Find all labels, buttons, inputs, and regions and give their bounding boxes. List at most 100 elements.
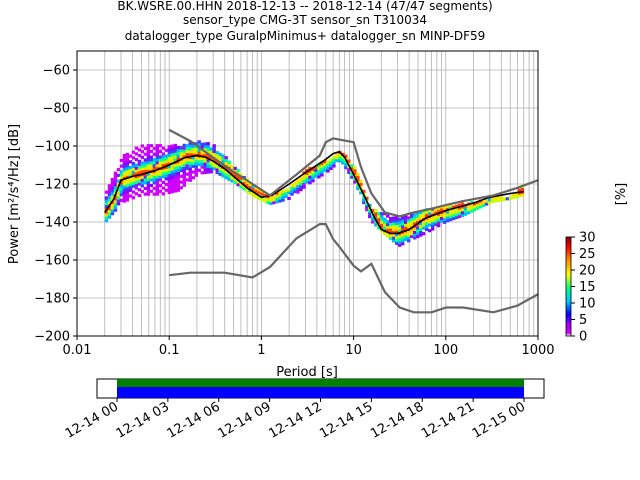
heatmap-cell bbox=[188, 164, 192, 168]
colorbar-tick-label: 20 bbox=[579, 264, 596, 279]
heatmap-cell bbox=[173, 149, 177, 153]
heatmap-cell bbox=[230, 176, 234, 180]
heatmap-cell bbox=[448, 215, 453, 219]
heatmap-cell bbox=[128, 168, 133, 172]
heatmap-cell bbox=[179, 160, 183, 164]
heatmap-cell bbox=[239, 182, 243, 186]
heatmap-cell bbox=[344, 160, 348, 164]
plot-area: 0.01 0.1 1 10 100 1000 −60 −80 −100 −120 −140 −160… bbox=[34, 50, 555, 358]
heatmap-cell bbox=[514, 192, 519, 196]
heatmap-cell bbox=[418, 233, 423, 237]
heatmap-cell bbox=[146, 146, 151, 151]
heatmap-cell bbox=[125, 155, 130, 159]
heatmap-cell bbox=[404, 223, 408, 227]
heatmap-cell bbox=[188, 141, 192, 145]
heatmap-cell bbox=[200, 145, 204, 149]
heatmap-cell bbox=[389, 228, 393, 232]
heatmap-cell bbox=[125, 184, 130, 188]
heatmap-cell bbox=[143, 192, 148, 196]
heatmap-cell bbox=[209, 153, 213, 157]
heatmap-cell bbox=[353, 177, 357, 181]
heatmap-cell bbox=[155, 192, 160, 196]
heatmap-cell bbox=[170, 147, 174, 151]
heatmap-cell bbox=[164, 174, 169, 178]
heatmap-cell bbox=[463, 206, 468, 210]
colorbar-tick-label: 15 bbox=[579, 280, 596, 295]
heatmap-cell bbox=[386, 234, 390, 238]
heatmap-cell bbox=[233, 169, 237, 173]
heatmap-cell bbox=[170, 170, 174, 174]
heatmap-cell bbox=[392, 239, 396, 243]
heatmap-cell bbox=[113, 202, 118, 207]
heatmap-cell bbox=[308, 166, 312, 171]
heatmap-cell bbox=[176, 174, 180, 178]
heatmap-cell bbox=[200, 156, 204, 161]
heatmap-cell bbox=[311, 167, 315, 171]
heatmap-cell bbox=[415, 229, 420, 233]
heatmap-cell bbox=[200, 162, 204, 166]
heatmap-cell bbox=[158, 155, 163, 159]
heatmap-cell bbox=[329, 164, 333, 168]
heatmap-cell bbox=[257, 188, 261, 192]
heatmap-cell bbox=[215, 153, 219, 158]
heatmap-cell bbox=[209, 167, 213, 171]
heatmap-cell bbox=[430, 210, 435, 214]
heatmap-cell bbox=[116, 168, 121, 172]
heatmap-cell bbox=[167, 153, 172, 157]
heatmap-cell bbox=[469, 206, 474, 210]
heatmap-cell bbox=[197, 163, 201, 167]
x-axis-label: Period [s] bbox=[276, 365, 338, 380]
heatmap-cell bbox=[125, 172, 130, 176]
heatmap-cell bbox=[227, 177, 231, 181]
heatmap-cell bbox=[323, 168, 327, 172]
heatmap-cell bbox=[173, 183, 177, 187]
heatmap-cell bbox=[197, 157, 201, 161]
heatmap-cell bbox=[143, 186, 148, 190]
heatmap-cell bbox=[320, 173, 324, 177]
heatmap-cell bbox=[380, 220, 384, 224]
heatmap-cell bbox=[296, 190, 300, 194]
heatmap-cell bbox=[164, 160, 169, 164]
time-tick-label: 12-14 00 bbox=[63, 399, 121, 441]
heatmap-cell bbox=[430, 221, 435, 225]
heatmap-cell bbox=[218, 172, 222, 176]
heatmap-cell bbox=[302, 174, 306, 178]
heatmap-cell bbox=[368, 203, 372, 207]
heatmap-cell bbox=[158, 164, 163, 168]
heatmap-cell bbox=[469, 203, 474, 208]
heatmap-cell bbox=[191, 176, 195, 180]
heatmap-cell bbox=[311, 170, 315, 174]
heatmap-cell bbox=[155, 149, 160, 153]
heatmap-cell bbox=[218, 166, 222, 171]
heatmap-cell bbox=[227, 169, 231, 173]
heatmap-cell bbox=[395, 233, 399, 237]
heatmap-cell bbox=[392, 230, 396, 234]
heatmap-cell bbox=[350, 167, 354, 171]
heatmap-cell bbox=[272, 195, 276, 199]
heatmap-cell bbox=[134, 169, 139, 173]
heatmap-cell bbox=[134, 158, 139, 162]
heatmap-cell bbox=[206, 147, 210, 151]
heatmap-cell bbox=[188, 158, 192, 162]
heatmap-cell bbox=[170, 181, 174, 185]
heatmap-cell bbox=[448, 218, 453, 222]
heatmap-cell bbox=[176, 180, 180, 184]
heatmap-cell bbox=[290, 186, 294, 191]
heatmap-cell bbox=[158, 169, 163, 173]
heatmap-cell bbox=[395, 230, 399, 234]
heatmap-cell bbox=[374, 220, 378, 224]
heatmap-cell bbox=[125, 192, 130, 196]
heatmap-cell bbox=[329, 161, 333, 165]
heatmap-cell bbox=[149, 166, 154, 171]
heatmap-cell bbox=[125, 167, 130, 171]
heatmap-cell bbox=[302, 177, 306, 181]
heatmap-cell bbox=[242, 187, 246, 191]
heatmap-cell bbox=[152, 178, 157, 182]
heatmap-cell bbox=[173, 178, 177, 182]
heatmap-cell bbox=[442, 220, 447, 224]
heatmap-cell bbox=[266, 198, 270, 202]
heatmap-cell bbox=[275, 197, 279, 201]
heatmap-cell bbox=[466, 208, 471, 212]
heatmap-cell bbox=[182, 175, 186, 179]
